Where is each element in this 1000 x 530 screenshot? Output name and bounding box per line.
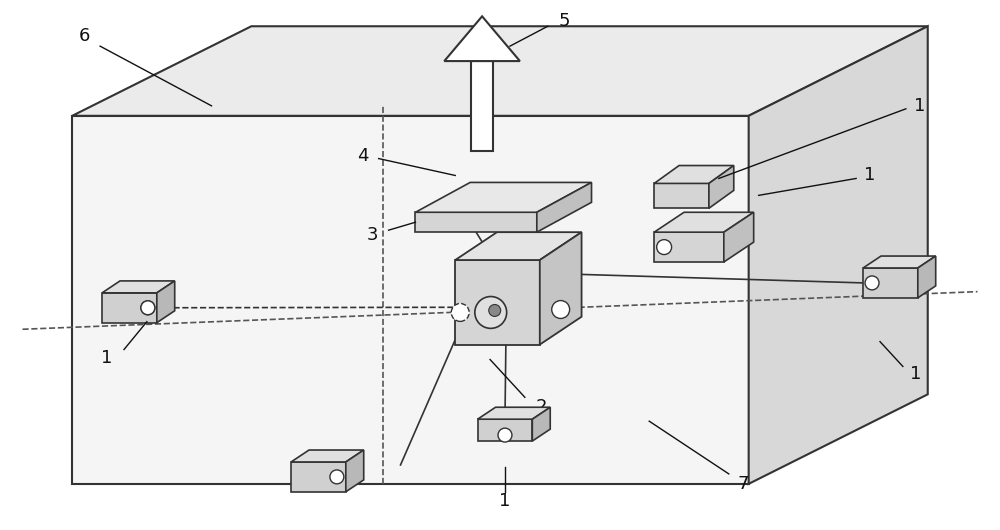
- Polygon shape: [863, 256, 936, 268]
- Polygon shape: [863, 268, 918, 298]
- Circle shape: [498, 428, 512, 442]
- Text: 5: 5: [559, 12, 570, 30]
- Polygon shape: [654, 232, 724, 262]
- Circle shape: [657, 240, 672, 254]
- Polygon shape: [444, 16, 520, 61]
- Polygon shape: [532, 407, 550, 441]
- Polygon shape: [537, 182, 592, 232]
- Circle shape: [552, 301, 570, 319]
- Polygon shape: [102, 293, 157, 323]
- Polygon shape: [724, 213, 754, 262]
- Polygon shape: [291, 450, 364, 462]
- Polygon shape: [709, 165, 734, 208]
- Polygon shape: [471, 61, 493, 151]
- Circle shape: [489, 305, 501, 316]
- Polygon shape: [455, 260, 540, 344]
- Polygon shape: [654, 213, 754, 232]
- Text: 2: 2: [536, 398, 548, 416]
- Text: 4: 4: [357, 147, 368, 165]
- Circle shape: [865, 276, 879, 290]
- Text: 1: 1: [499, 492, 511, 510]
- Polygon shape: [540, 232, 582, 344]
- Text: 3: 3: [367, 226, 378, 244]
- Polygon shape: [654, 183, 709, 208]
- Polygon shape: [415, 213, 537, 232]
- Text: 6: 6: [79, 27, 90, 45]
- Circle shape: [475, 296, 507, 329]
- Polygon shape: [749, 26, 928, 484]
- Polygon shape: [102, 281, 175, 293]
- Polygon shape: [72, 26, 928, 116]
- Text: 1: 1: [101, 349, 113, 367]
- Text: 1: 1: [864, 166, 876, 184]
- Text: 1: 1: [910, 365, 921, 383]
- Circle shape: [330, 470, 344, 484]
- Text: 1: 1: [914, 97, 925, 115]
- Polygon shape: [415, 182, 592, 213]
- Polygon shape: [478, 407, 550, 419]
- Text: 7: 7: [738, 475, 749, 493]
- Circle shape: [141, 301, 155, 315]
- Polygon shape: [72, 116, 749, 484]
- Polygon shape: [346, 450, 364, 492]
- Polygon shape: [918, 256, 936, 298]
- Circle shape: [141, 301, 155, 315]
- Polygon shape: [654, 165, 734, 183]
- Polygon shape: [478, 419, 532, 441]
- Polygon shape: [157, 281, 175, 323]
- Polygon shape: [291, 462, 346, 492]
- Circle shape: [451, 304, 469, 321]
- Polygon shape: [455, 232, 582, 260]
